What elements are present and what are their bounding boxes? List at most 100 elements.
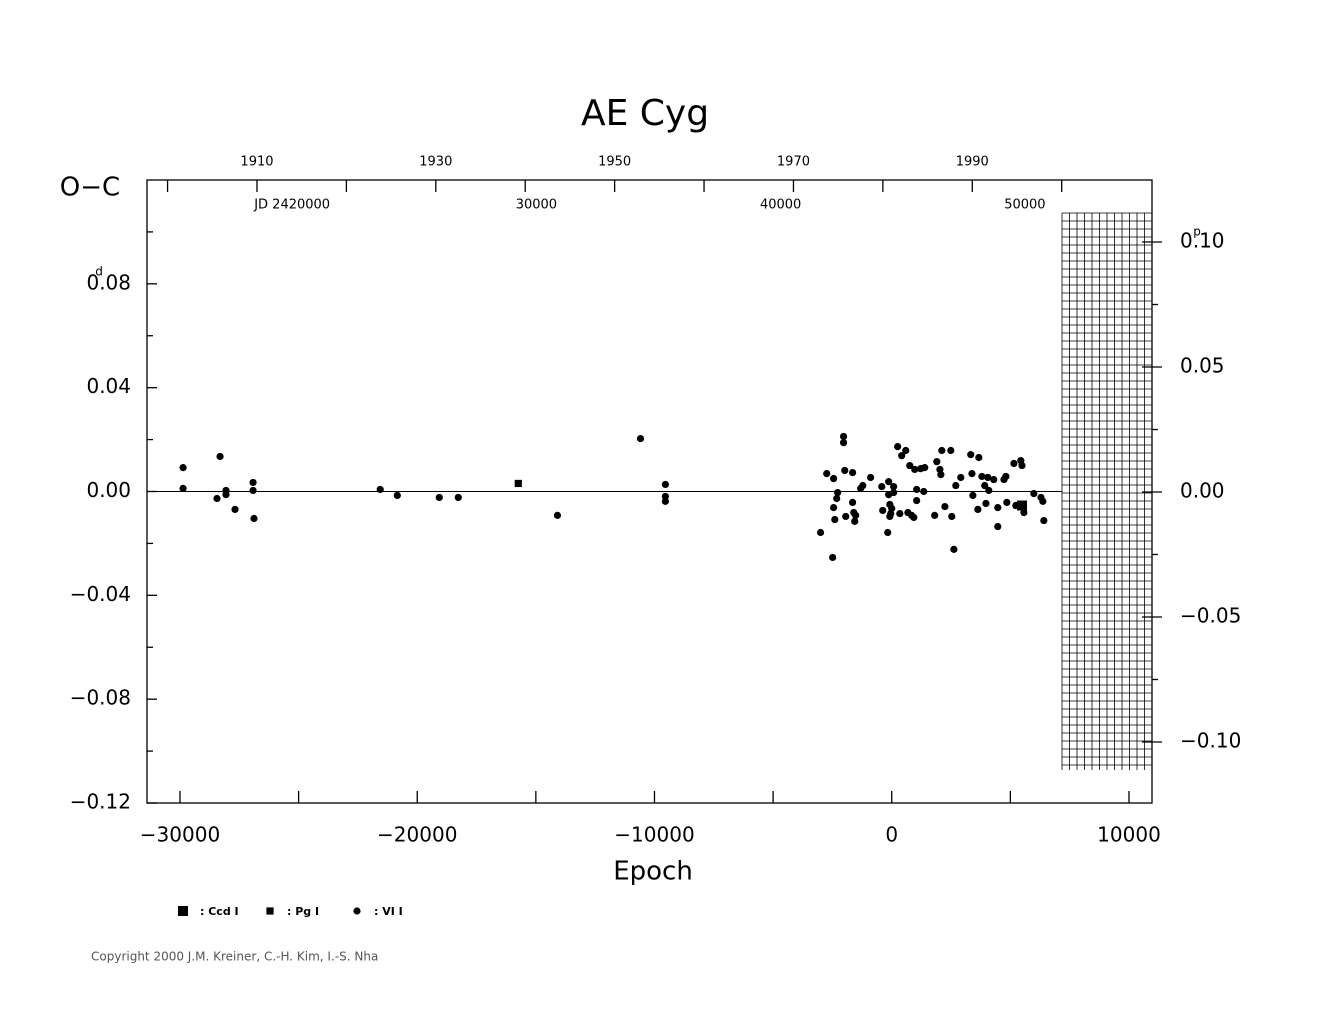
data-point <box>890 488 898 497</box>
data-point <box>1040 516 1048 525</box>
data-point <box>1012 501 1020 510</box>
y-tick-label: 0.04 <box>86 374 131 398</box>
y2-tick-label: 0.10 <box>1180 229 1225 253</box>
data-point <box>974 505 982 514</box>
y-unit: d <box>95 265 103 279</box>
data-point <box>938 446 946 455</box>
data-point <box>921 464 929 472</box>
y2-tick-label: 0.00 <box>1180 479 1225 503</box>
data-point <box>848 498 857 507</box>
data-point <box>834 488 842 497</box>
y2-tick-label: −0.05 <box>1180 604 1241 628</box>
data-point <box>969 491 977 499</box>
jd-tick-label: 40000 <box>760 198 801 213</box>
data-point <box>839 432 848 441</box>
data-point <box>879 506 887 515</box>
data-point <box>985 486 993 495</box>
data-point <box>982 499 990 508</box>
year-tick-label: 1950 <box>598 155 631 170</box>
data-point <box>906 461 914 470</box>
data-point <box>454 493 462 502</box>
data-point <box>941 502 949 511</box>
data-point <box>1018 461 1026 470</box>
data-point <box>514 479 522 488</box>
legend-marker <box>353 907 361 915</box>
jd-tick-label: 50000 <box>1004 198 1045 213</box>
data-point <box>885 478 893 486</box>
jd-tick-label: JD 2420000 <box>253 198 330 213</box>
data-point <box>851 517 859 525</box>
data-point <box>894 442 902 451</box>
data-point <box>975 453 983 462</box>
data-point <box>884 528 892 537</box>
data-point <box>902 446 910 455</box>
data-point <box>957 473 965 482</box>
y-tick-label: 0.08 <box>86 270 131 294</box>
data-point <box>816 528 825 537</box>
data-point <box>661 480 669 489</box>
data-point <box>867 473 875 482</box>
data-point <box>859 481 867 490</box>
data-point <box>222 491 230 499</box>
data-point <box>661 497 669 505</box>
data-point <box>376 485 384 494</box>
data-point <box>231 505 239 514</box>
legend-label: : Ccd I <box>200 905 239 918</box>
chart-title: AE Cyg <box>581 93 709 134</box>
data-point <box>1003 498 1011 507</box>
x-tick-label: −20000 <box>377 823 457 847</box>
data-point <box>984 473 992 482</box>
data-point <box>1016 500 1027 511</box>
data-point <box>848 468 857 477</box>
data-point <box>967 451 975 459</box>
copyright: Copyright 2000 J.M. Kreiner, C.-H. Kim, … <box>91 950 378 964</box>
data-point <box>1020 508 1028 517</box>
data-point <box>636 434 645 443</box>
legend-marker <box>266 907 274 915</box>
data-point <box>913 485 921 494</box>
data-point <box>830 503 838 512</box>
data-point <box>878 482 886 491</box>
data-point <box>823 469 831 478</box>
data-point <box>948 512 956 521</box>
data-point <box>898 452 906 460</box>
data-point <box>852 511 860 519</box>
year-tick-label: 1930 <box>419 155 452 170</box>
data-point <box>981 481 989 490</box>
x-tick-label: 0 <box>885 823 898 847</box>
data-point <box>393 491 401 499</box>
x-axis-label: Epoch <box>613 857 693 887</box>
y-tick-label: −0.12 <box>70 790 131 814</box>
data-point <box>913 496 921 505</box>
data-point <box>931 511 939 519</box>
x-tick-label: −10000 <box>614 823 694 847</box>
data-point <box>179 484 187 492</box>
legend-label: : VI I <box>374 905 403 918</box>
year-tick-label: 1990 <box>956 155 989 170</box>
data-point <box>1010 459 1018 468</box>
data-point <box>1002 472 1010 481</box>
data-point <box>249 486 257 495</box>
y2-unit: p <box>1193 225 1201 239</box>
y-tick-label: −0.08 <box>70 686 131 710</box>
data-point <box>978 472 986 481</box>
data-point <box>911 465 919 474</box>
data-point <box>553 511 562 519</box>
x-tick-label: −30000 <box>140 823 220 847</box>
data-point <box>888 504 896 512</box>
data-point <box>830 474 838 483</box>
data-point <box>947 446 955 455</box>
data-point <box>920 487 928 496</box>
data-point <box>839 439 848 447</box>
data-point <box>842 512 850 521</box>
data-point <box>990 475 998 484</box>
data-point <box>179 464 187 472</box>
data-point <box>831 515 839 524</box>
data-point <box>829 553 837 562</box>
year-tick-label: 1970 <box>777 155 810 170</box>
y2-tick-label: −0.10 <box>1180 729 1241 753</box>
data-point <box>213 494 221 503</box>
data-point <box>890 482 898 491</box>
data-point <box>250 514 258 523</box>
data-point <box>216 452 224 461</box>
